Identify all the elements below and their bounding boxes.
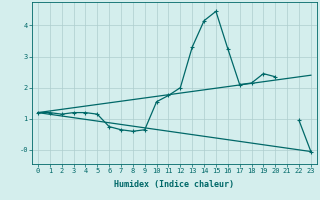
X-axis label: Humidex (Indice chaleur): Humidex (Indice chaleur)	[115, 180, 234, 189]
